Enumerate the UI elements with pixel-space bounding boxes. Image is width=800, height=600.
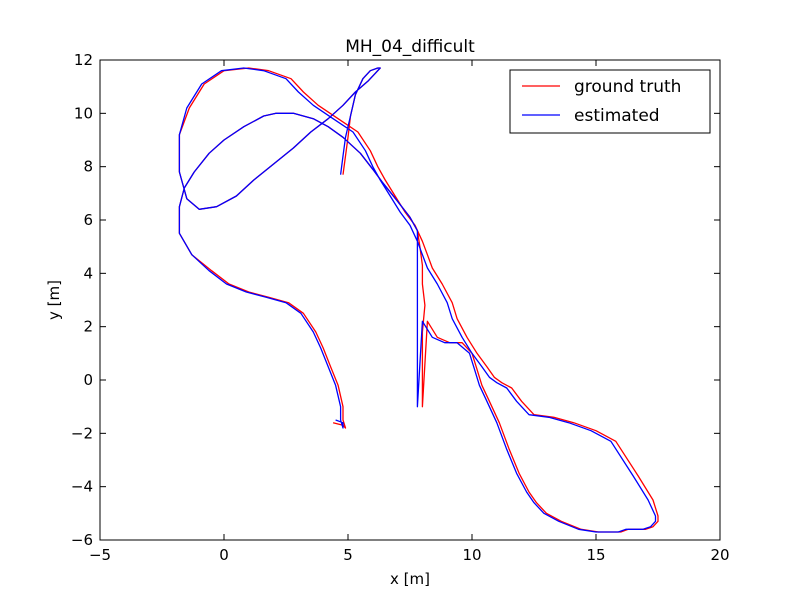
legend-box bbox=[509, 69, 711, 134]
y-tick-label: 2 bbox=[83, 318, 93, 336]
y-tick-label: 6 bbox=[83, 211, 93, 229]
plot-frame bbox=[99, 59, 721, 541]
x-tick-label: 5 bbox=[343, 546, 353, 564]
y-axis-label: y [m] bbox=[45, 280, 63, 320]
y-tick-label: 0 bbox=[83, 371, 93, 389]
x-axis: −5 0 5 10 15 20 bbox=[89, 60, 730, 564]
y-tick-label: 10 bbox=[74, 104, 93, 122]
x-tick-label: 20 bbox=[710, 546, 729, 564]
legend: ground truth estimated bbox=[509, 69, 711, 134]
x-axis-label: x [m] bbox=[390, 570, 430, 588]
y-tick-label: −6 bbox=[71, 531, 93, 549]
x-tick-label: 10 bbox=[462, 546, 481, 564]
x-tick-label: 0 bbox=[219, 546, 229, 564]
y-tick-label: 8 bbox=[83, 158, 93, 176]
legend-label-ground-truth: ground truth bbox=[574, 77, 681, 97]
y-tick-label: 12 bbox=[74, 51, 93, 69]
x-tick-label: 15 bbox=[586, 546, 605, 564]
x-tick-label: −5 bbox=[89, 546, 111, 564]
y-axis: −6 −4 −2 0 2 4 6 8 10 12 bbox=[71, 51, 720, 549]
y-tick-label: −2 bbox=[71, 424, 93, 442]
legend-label-estimated: estimated bbox=[574, 106, 660, 126]
y-tick-label: −4 bbox=[71, 478, 93, 496]
y-tick-label: 4 bbox=[83, 264, 93, 282]
series-line-estimated bbox=[178, 67, 657, 533]
plot-lines bbox=[178, 67, 659, 533]
chart-title: MH_04_difficult bbox=[345, 37, 475, 57]
